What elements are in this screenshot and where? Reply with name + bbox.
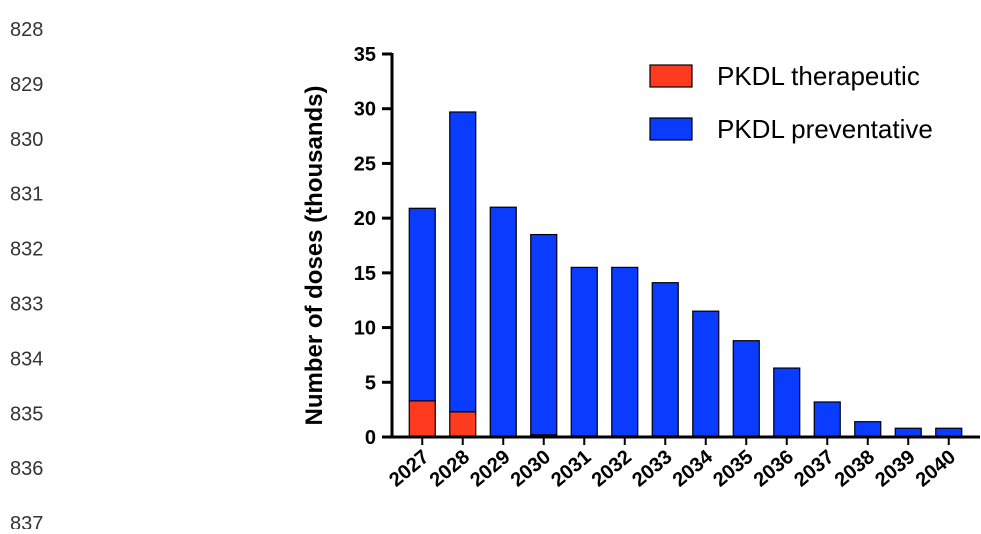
bar-preventative-2033: [651, 282, 679, 437]
x-tick-label: 2040: [912, 446, 960, 491]
bar-preventative-2034: [692, 310, 720, 438]
bar-preventative-2036: [773, 367, 801, 438]
x-ticks: 2027202820292030203120322033203420352036…: [385, 437, 960, 491]
y-tick-label: 30: [354, 99, 376, 121]
line-number: 835: [10, 403, 43, 425]
x-tick-label: 2029: [466, 446, 514, 491]
x-tick-label: 2039: [871, 446, 919, 491]
y-tick-label: 35: [354, 44, 376, 66]
bar-preventative-2031: [570, 266, 598, 437]
bar-preventative-2037: [813, 401, 841, 438]
x-tick-label: 2035: [709, 446, 757, 491]
line-number: 832: [10, 239, 43, 261]
legend-swatch-preventative: [649, 117, 693, 141]
x-tick-label: 2034: [669, 445, 718, 491]
bar-preventative-2038: [854, 421, 882, 438]
line-number: 828: [10, 19, 43, 41]
y-tick-label: 15: [354, 263, 376, 285]
line-number: 833: [10, 294, 43, 316]
y-tick-label: 0: [365, 427, 376, 449]
x-tick-label: 2030: [507, 446, 555, 491]
y-ticks: 0 5 10 15 20 25 30 35: [354, 44, 392, 449]
line-number: 830: [10, 129, 43, 151]
line-number: 831: [10, 184, 43, 206]
legend-label-preventative: PKDL preventative: [717, 114, 933, 144]
y-axis-title: Number of doses (thousands): [301, 85, 328, 425]
bar-preventative-2035: [732, 340, 760, 438]
y-tick-label: 25: [354, 153, 376, 175]
bar-preventative-2028: [449, 111, 477, 413]
line-numbers: 828 829 830 831 832 833 834 835 836 837: [10, 19, 43, 534]
bar-therapeutic-2027: [408, 400, 436, 438]
y-tick-label: 20: [354, 208, 376, 230]
x-tick-label: 2038: [831, 446, 879, 491]
legend: PKDL therapeutic PKDL preventative: [649, 61, 933, 144]
x-tick-label: 2032: [588, 446, 636, 491]
x-tick-label: 2033: [628, 446, 676, 491]
x-tick-label: 2027: [385, 446, 433, 491]
bar-preventative-2030: [530, 233, 558, 436]
bar-preventative-2029: [489, 206, 517, 438]
line-number: 836: [10, 458, 43, 480]
x-tick-label: 2028: [426, 446, 474, 491]
x-tick-label: 2037: [790, 446, 838, 491]
y-tick-label: 5: [365, 372, 376, 394]
x-tick-label: 2036: [750, 446, 798, 491]
y-tick-label: 10: [354, 318, 376, 340]
legend-label-therapeutic: PKDL therapeutic: [717, 61, 920, 91]
bar-therapeutic-2028: [449, 411, 477, 438]
legend-swatch-therapeutic: [649, 64, 693, 88]
bars: [408, 111, 963, 438]
line-number: 829: [10, 74, 43, 96]
bar-preventative-2027: [408, 207, 436, 402]
line-number: 837: [10, 513, 43, 529]
x-tick-label: 2031: [547, 446, 595, 491]
line-number: 834: [10, 348, 43, 370]
bar-preventative-2032: [611, 266, 639, 437]
